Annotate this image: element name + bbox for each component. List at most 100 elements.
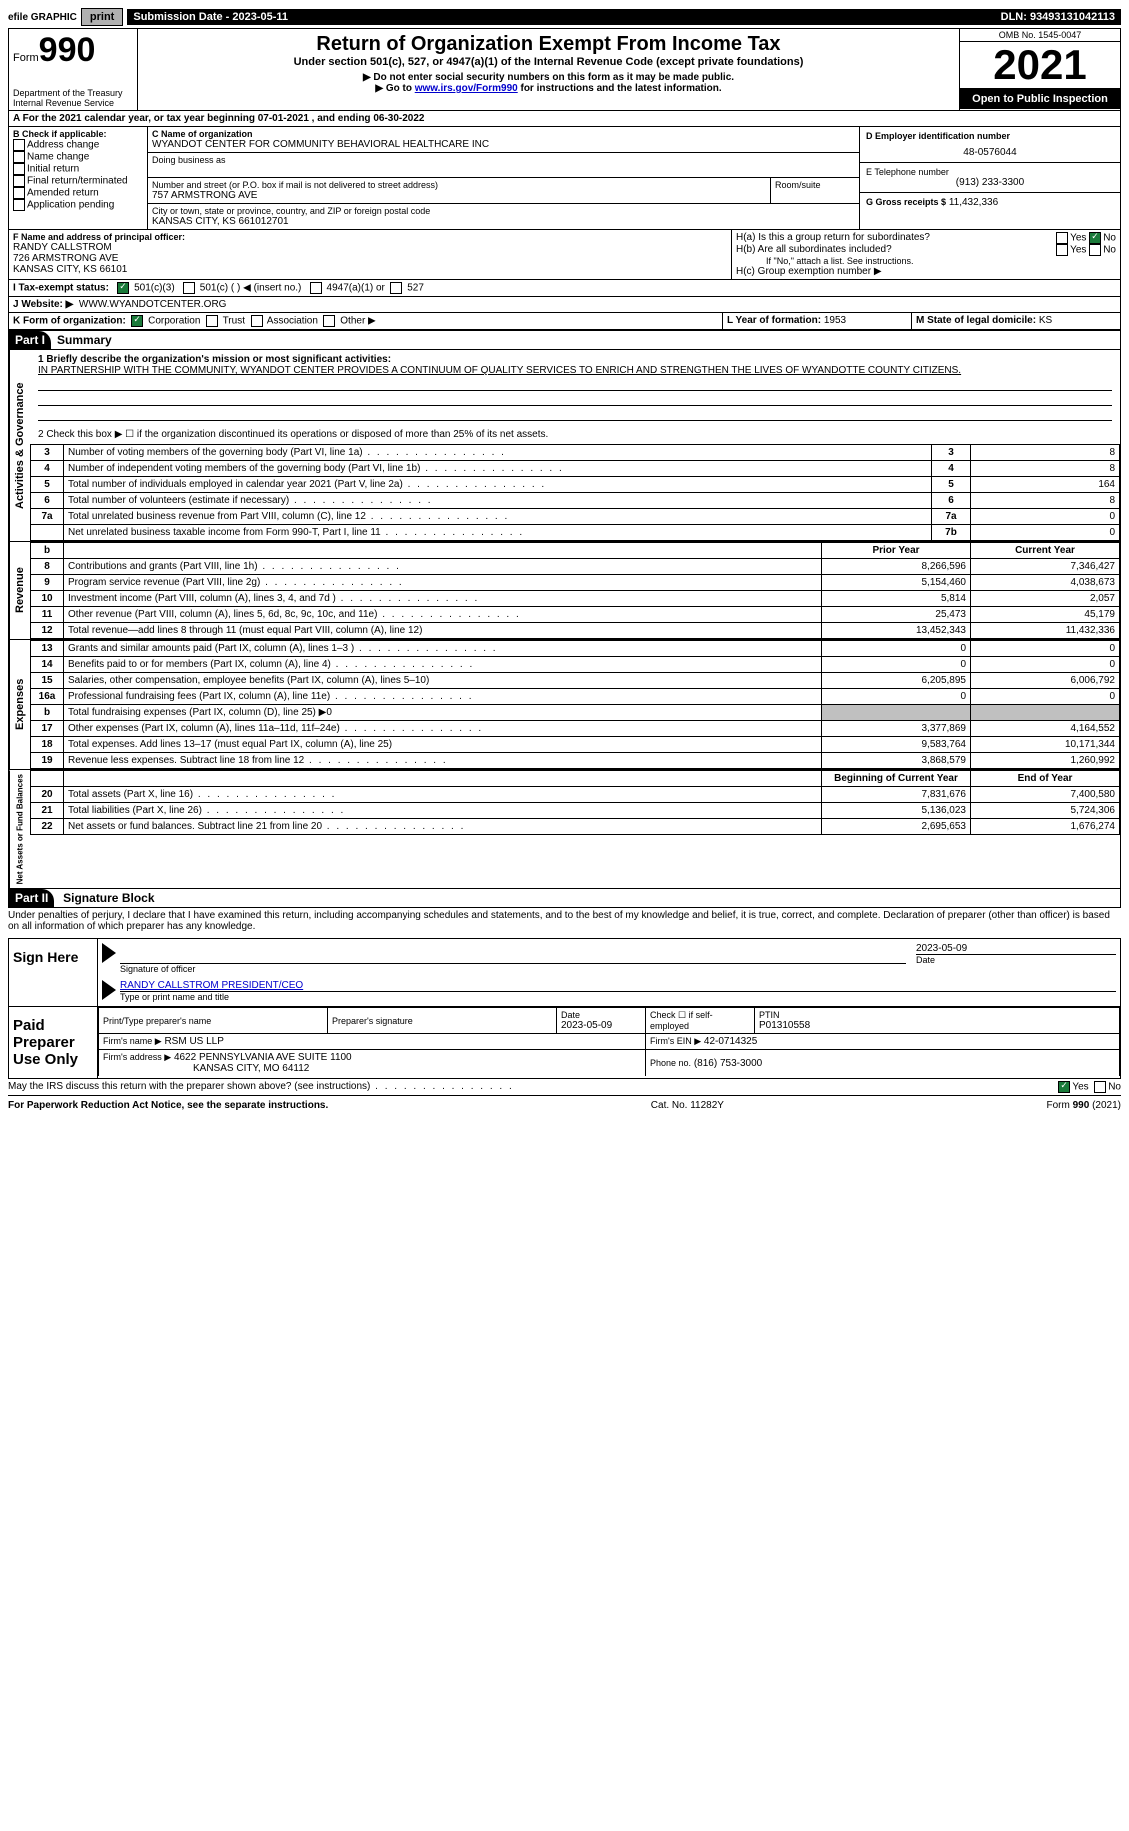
discuss-no[interactable] [1094, 1081, 1106, 1093]
vlabel-expenses: Expenses [9, 640, 30, 769]
gross-receipts: 11,432,336 [949, 197, 998, 208]
check-name[interactable]: Name change [13, 151, 143, 163]
sign-here-label: Sign Here [9, 939, 98, 1006]
efile-label: efile GRAPHIC [8, 12, 77, 23]
table-row: 11Other revenue (Part VIII, column (A), … [31, 607, 1120, 623]
firm-ein: 42-0714325 [704, 1036, 757, 1047]
table-row: 19Revenue less expenses. Subtract line 1… [31, 753, 1120, 769]
ein: 48-0576044 [866, 147, 1114, 158]
vlabel-revenue: Revenue [9, 542, 30, 639]
table-row: 3Number of voting members of the governi… [31, 445, 1120, 461]
table-row: 17Other expenses (Part IX, column (A), l… [31, 721, 1120, 737]
arrow-icon [102, 943, 116, 963]
table-row: 5Total number of individuals employed in… [31, 477, 1120, 493]
part2-title: Signature Block [57, 889, 160, 908]
check-address[interactable]: Address change [13, 139, 143, 151]
form990-link[interactable]: www.irs.gov/Form990 [415, 83, 518, 94]
box-b: B Check if applicable: Address change Na… [9, 127, 148, 229]
vlabel-governance: Activities & Governance [9, 350, 30, 541]
part-2: Part II Signature Block Under penalties … [8, 889, 1121, 934]
city-state-zip: KANSAS CITY, KS 661012701 [152, 216, 855, 227]
box-deg: D Employer identification number 48-0576… [860, 127, 1120, 229]
table-row: 16aProfessional fundraising fees (Part I… [31, 689, 1120, 705]
check-amended[interactable]: Amended return [13, 187, 143, 199]
check-initial[interactable]: Initial return [13, 163, 143, 175]
top-bar: efile GRAPHIC print Submission Date - 20… [8, 8, 1121, 26]
table-row: 15Salaries, other compensation, employee… [31, 673, 1120, 689]
table-row: 18Total expenses. Add lines 13–17 (must … [31, 737, 1120, 753]
irs-label: Internal Revenue Service [13, 98, 133, 108]
table-row: bTotal fundraising expenses (Part IX, co… [31, 705, 1120, 721]
dln: DLN: 93493131042113 [1001, 11, 1115, 23]
part-1: Part I Summary Activities & Governance 1… [8, 330, 1121, 889]
box-c: C Name of organization WYANDOT CENTER FO… [148, 127, 860, 229]
box-i: I Tax-exempt status: 501(c)(3) 501(c) ( … [9, 280, 1120, 296]
mission-text: IN PARTNERSHIP WITH THE COMMUNITY, WYAND… [38, 365, 1112, 376]
table-row: Net unrelated business taxable income fr… [31, 525, 1120, 541]
paid-preparer-block: Paid Preparer Use Only Print/Type prepar… [8, 1007, 1121, 1079]
header-info-block: A For the 2021 calendar year, or tax yea… [8, 111, 1121, 330]
table-row: 8Contributions and grants (Part VIII, li… [31, 559, 1120, 575]
check-501c3[interactable] [117, 282, 129, 294]
table-row: 20Total assets (Part X, line 16)7,831,67… [31, 787, 1120, 803]
header-mid: Return of Organization Exempt From Incom… [138, 29, 960, 110]
table-row: 7aTotal unrelated business revenue from … [31, 509, 1120, 525]
street-address: 757 ARMSTRONG AVE [152, 190, 766, 201]
phone: (913) 233-3300 [866, 177, 1114, 188]
ptin: P01310558 [759, 1020, 1115, 1031]
expenses-table: 13Grants and similar amounts paid (Part … [30, 640, 1120, 769]
header-left: Form990 Department of the Treasury Inter… [9, 29, 138, 110]
officer-name: RANDY CALLSTROM [13, 242, 727, 253]
table-row: 6Total number of volunteers (estimate if… [31, 493, 1120, 509]
box-h: H(a) Is this a group return for subordin… [732, 230, 1120, 279]
form-title: Return of Organization Exempt From Incom… [142, 33, 955, 56]
box-l: L Year of formation: 1953 [723, 313, 912, 329]
print-button[interactable]: print [81, 8, 123, 26]
arrow-icon [102, 980, 116, 1000]
check-pending[interactable]: Application pending [13, 199, 143, 211]
preparer-phone: (816) 753-3000 [694, 1058, 762, 1069]
discuss-yes[interactable] [1058, 1081, 1070, 1093]
firm-name: RSM US LLP [164, 1036, 223, 1047]
officer-name-link[interactable]: RANDY CALLSTROM PRESIDENT/CEO [120, 980, 303, 991]
table-row: 22Net assets or fund balances. Subtract … [31, 819, 1120, 835]
box-k: K Form of organization: Corporation Trus… [9, 313, 723, 329]
box-f: F Name and address of principal officer:… [9, 230, 732, 279]
netassets-table: Beginning of Current YearEnd of Year 20T… [30, 770, 1120, 835]
discuss-row: May the IRS discuss this return with the… [8, 1079, 1121, 1096]
table-row: 9Program service revenue (Part VIII, lin… [31, 575, 1120, 591]
part1-title: Summary [51, 331, 1120, 350]
part2-header: Part II [9, 889, 54, 907]
table-row: 4Number of independent voting members of… [31, 461, 1120, 477]
top-black-bar: Submission Date - 2023-05-11 DLN: 934931… [127, 9, 1121, 25]
box-j: J Website: ▶ WWW.WYANDOTCENTER.ORG [9, 297, 1120, 312]
check-final[interactable]: Final return/terminated [13, 175, 143, 187]
table-row: 10Investment income (Part VIII, column (… [31, 591, 1120, 607]
open-public: Open to Public Inspection [960, 89, 1120, 109]
box-m: M State of legal domicile: KS [912, 313, 1120, 329]
header-right: OMB No. 1545-0047 2021 Open to Public In… [960, 29, 1120, 110]
form-990-label: Form990 [13, 31, 133, 70]
governance-table: 3Number of voting members of the governi… [30, 444, 1120, 541]
table-row: 13Grants and similar amounts paid (Part … [31, 641, 1120, 657]
submission-date: Submission Date - 2023-05-11 [133, 11, 288, 23]
tax-year: 2021 [960, 42, 1120, 89]
form-subtitle: Under section 501(c), 527, or 4947(a)(1)… [142, 56, 955, 68]
note-2: ▶ Go to www.irs.gov/Form990 for instruct… [142, 83, 955, 94]
website: WWW.WYANDOTCENTER.ORG [79, 299, 227, 310]
note-1: ▶ Do not enter social security numbers o… [142, 72, 955, 83]
org-name: WYANDOT CENTER FOR COMMUNITY BEHAVIORAL … [152, 139, 855, 150]
revenue-table: bPrior YearCurrent Year 8Contributions a… [30, 542, 1120, 639]
table-row: 21Total liabilities (Part X, line 26)5,1… [31, 803, 1120, 819]
form-header: Form990 Department of the Treasury Inter… [8, 28, 1121, 111]
declaration: Under penalties of perjury, I declare th… [8, 908, 1121, 934]
preparer-label: Paid Preparer Use Only [9, 1007, 98, 1078]
vlabel-netassets: Net Assets or Fund Balances [9, 770, 30, 888]
part1-header: Part I [9, 331, 51, 350]
dept-treasury: Department of the Treasury [13, 88, 133, 98]
table-row: 12Total revenue—add lines 8 through 11 (… [31, 623, 1120, 639]
footer: For Paperwork Reduction Act Notice, see … [8, 1100, 1121, 1111]
sign-here-block: Sign Here Signature of officer 2023-05-0… [8, 938, 1121, 1007]
period-line: A For the 2021 calendar year, or tax yea… [9, 111, 1120, 126]
table-row: 14Benefits paid to or for members (Part … [31, 657, 1120, 673]
